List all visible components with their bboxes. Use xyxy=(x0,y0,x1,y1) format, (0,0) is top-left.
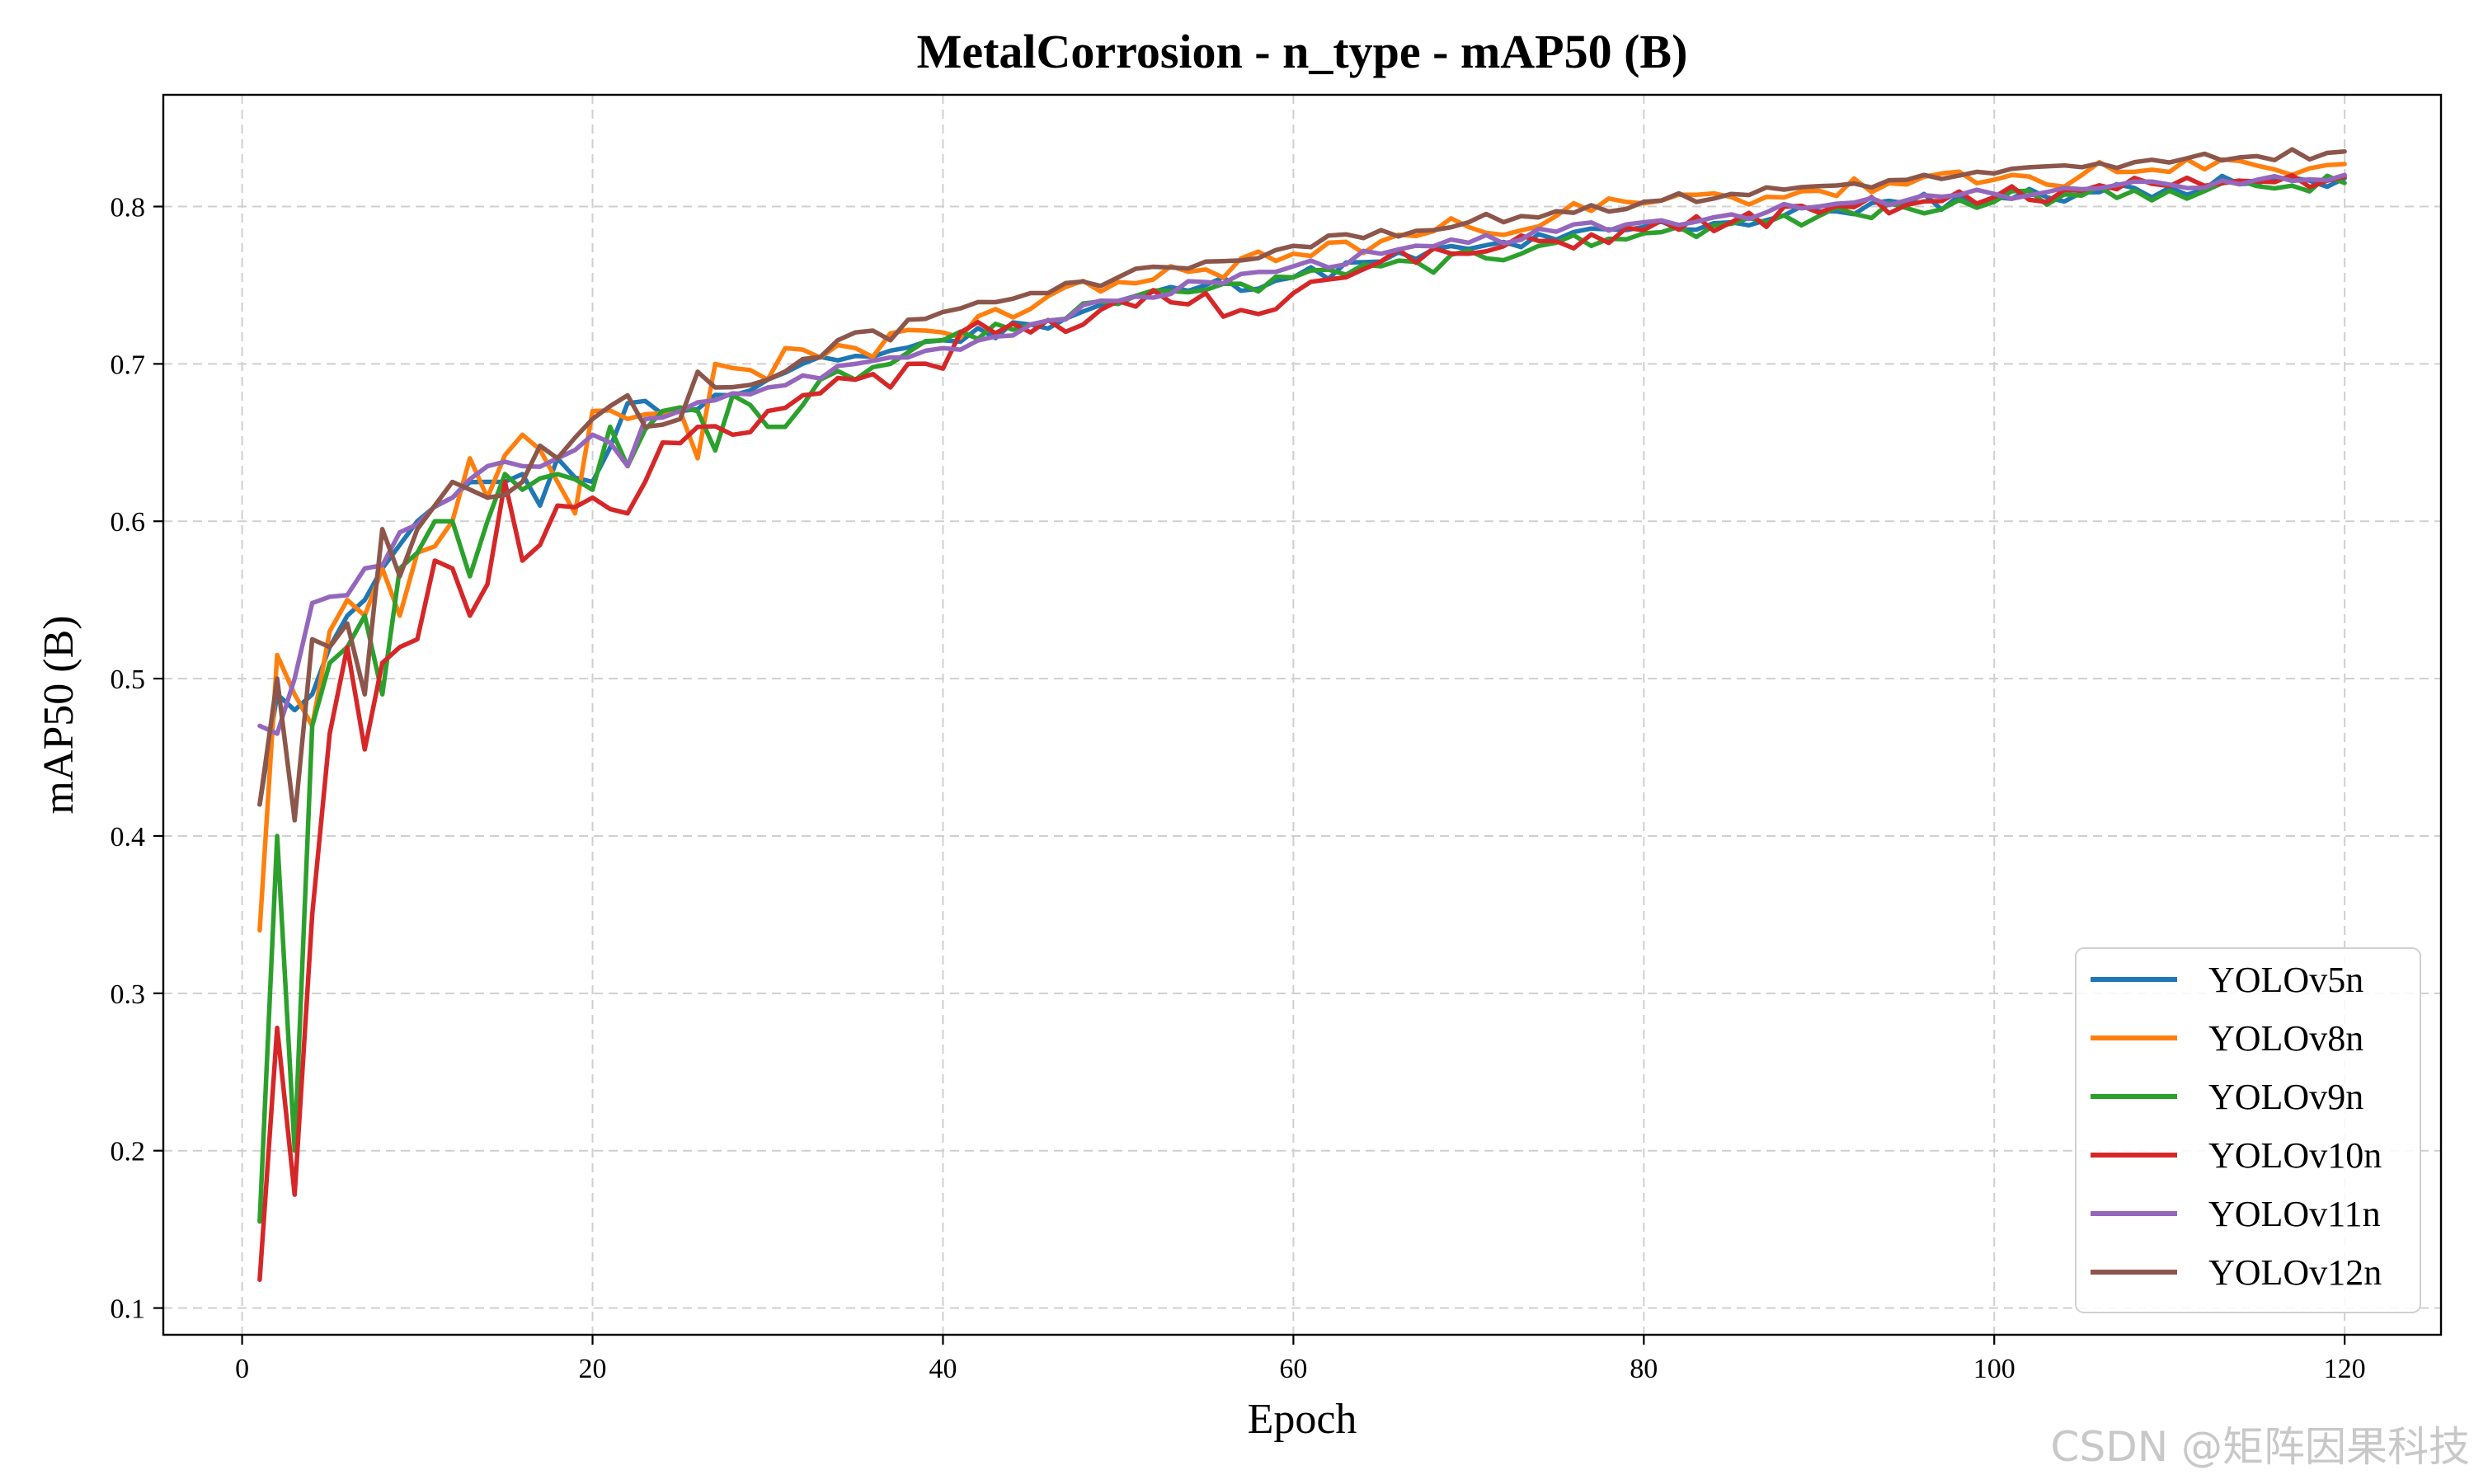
grid xyxy=(163,95,2441,1335)
y-tick-label: 0.3 xyxy=(111,979,146,1010)
legend-label-yolov12n: YOLOv12n xyxy=(2208,1252,2382,1293)
axis-ticks: 0 20 40 60 80 100 120 0.1 0.2 0.3 0.4 0.5 0.6 0.7 0.8 xyxy=(111,193,2366,1384)
legend-label-yolov11n: YOLOv11n xyxy=(2208,1194,2381,1234)
series-line-yolov12n xyxy=(257,147,2347,823)
y-axis-label: mAP50 (B) xyxy=(35,615,82,814)
x-tick-label: 60 xyxy=(1279,1354,1307,1384)
y-tick-label: 0.4 xyxy=(111,822,146,852)
x-tick-label: 100 xyxy=(1973,1354,2015,1384)
legend-label-yolov5n: YOLOv5n xyxy=(2208,960,2363,1000)
x-tick-label: 40 xyxy=(929,1354,957,1384)
y-tick-label: 0.8 xyxy=(111,193,146,223)
legend-label-yolov8n: YOLOv8n xyxy=(2208,1018,2363,1059)
y-tick-label: 0.1 xyxy=(111,1294,146,1325)
legend: YOLOv5n YOLOv8n YOLOv9n YOLOv10n YOLOv11n YOL… xyxy=(2075,947,2421,1313)
x-tick-label: 120 xyxy=(2324,1354,2366,1384)
legend-label-yolov9n: YOLOv9n xyxy=(2208,1077,2363,1117)
watermark: CSDN @矩阵因果科技 xyxy=(2051,1423,2470,1471)
x-tick-label: 0 xyxy=(235,1354,249,1384)
y-tick-label: 0.7 xyxy=(111,350,146,380)
plot-frame xyxy=(162,93,2443,1336)
chart-title: MetalCorrosion - n_type - mAP50 (B) xyxy=(917,25,1688,78)
x-axis-label: Epoch xyxy=(1248,1396,1357,1443)
x-tick-label: 20 xyxy=(579,1354,607,1384)
series-lines xyxy=(257,147,2347,1282)
y-tick-label: 0.2 xyxy=(111,1137,146,1167)
y-tick-label: 0.5 xyxy=(111,665,146,695)
y-tick-label: 0.6 xyxy=(111,507,146,538)
series-line-yolov9n xyxy=(257,173,2347,1224)
legend-items: YOLOv5n YOLOv8n YOLOv9n YOLOv10n YOLOv11n YOL… xyxy=(2091,960,2382,1293)
x-tick-label: 80 xyxy=(1630,1354,1658,1384)
legend-label-yolov10n: YOLOv10n xyxy=(2208,1135,2382,1176)
series-line-yolov11n xyxy=(257,172,2347,736)
